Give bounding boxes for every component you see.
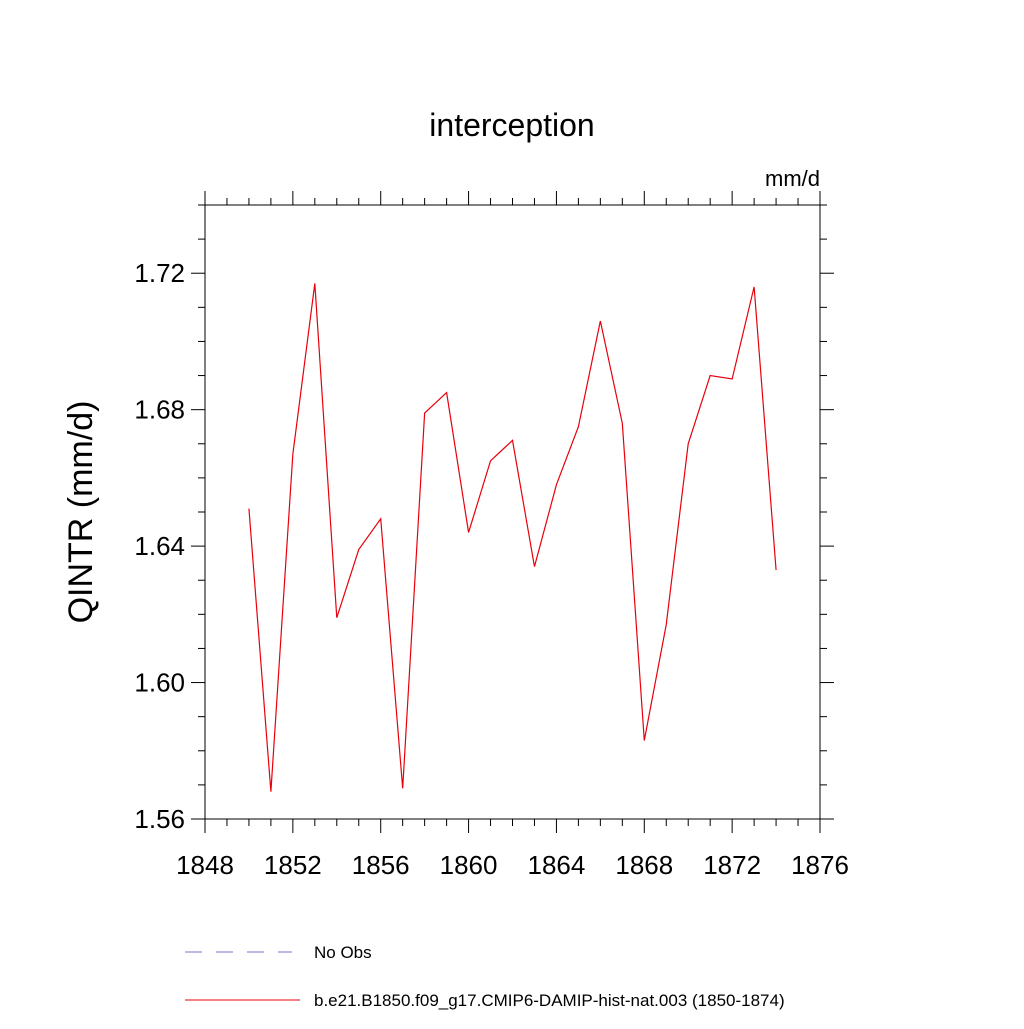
y-tick-label: 1.72	[134, 258, 185, 288]
y-tick-label: 1.64	[134, 531, 185, 561]
x-tick-label: 1852	[264, 850, 322, 880]
x-tick-label: 1856	[352, 850, 410, 880]
legend: No Obs b.e21.B1850.f09_g17.CMIP6-DAMIP-hi…	[185, 943, 785, 1010]
y-axis-label: QINTR (mm/d)	[62, 401, 100, 624]
chart-title: interception	[429, 107, 594, 143]
units-label: mm/d	[765, 166, 820, 191]
x-tick-label: 1864	[528, 850, 586, 880]
x-tick-label: 1860	[440, 850, 498, 880]
y-tick-label: 1.60	[134, 668, 185, 698]
series-layer	[248, 283, 777, 792]
x-tick-label: 1876	[791, 850, 849, 880]
axis-ticks	[191, 191, 834, 833]
plot-frame	[204, 204, 821, 820]
y-tick-label: 1.56	[134, 804, 185, 834]
legend-label: No Obs	[314, 943, 372, 962]
x-tick-label: 1868	[615, 850, 673, 880]
x-tick-label: 1872	[703, 850, 761, 880]
axis-tick-labels: 1848 1852 1856 1860 1864 1868 1872 1876 1.56 1.60…	[134, 258, 849, 880]
y-tick-label: 1.68	[134, 395, 185, 425]
x-tick-label: 1848	[176, 850, 234, 880]
legend-label: b.e21.B1850.f09_g17.CMIP6-DAMIP-hist-nat…	[314, 991, 785, 1010]
series-line	[248, 283, 777, 792]
